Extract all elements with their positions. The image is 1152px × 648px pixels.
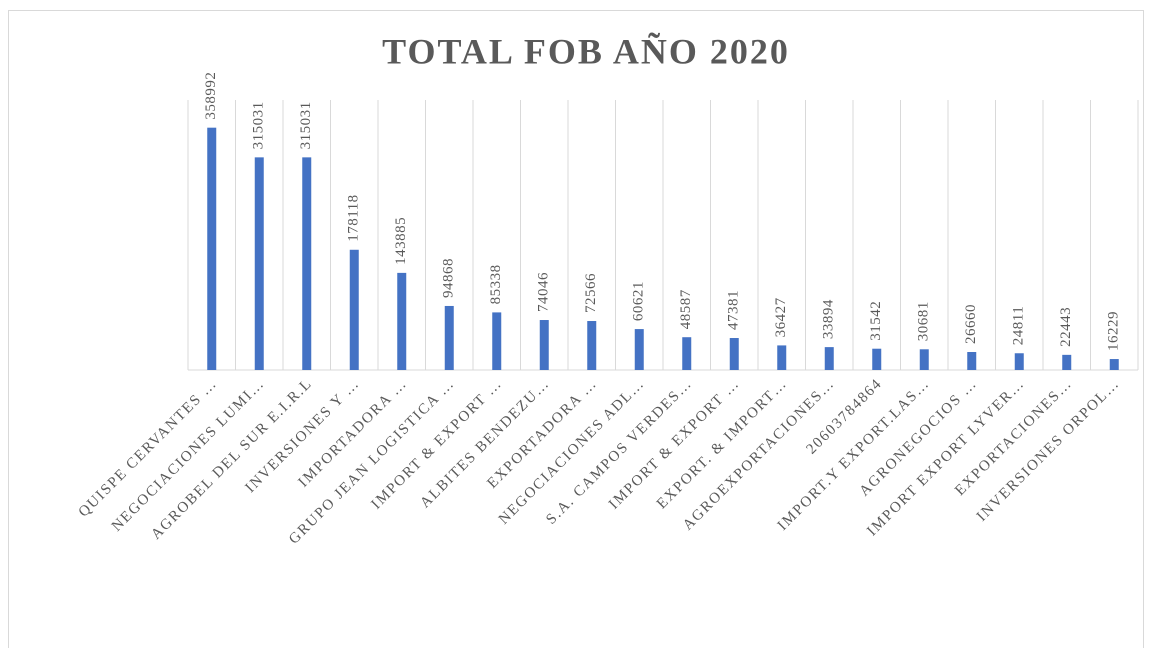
bar (207, 127, 217, 371)
bar (254, 157, 264, 370)
bar (729, 338, 739, 370)
bar (349, 249, 359, 370)
data-label: 30681 (916, 301, 932, 341)
bar (777, 345, 787, 370)
bar (302, 157, 312, 370)
bar (824, 347, 834, 370)
bar (1109, 359, 1119, 370)
bar (397, 272, 407, 370)
bar (919, 349, 929, 370)
bar (634, 329, 644, 370)
data-label: 22443 (1058, 307, 1074, 347)
data-label: 47381 (726, 290, 742, 330)
bar (682, 337, 692, 370)
bar (1062, 354, 1072, 370)
data-label: 94868 (441, 258, 457, 298)
data-label: 36427 (773, 297, 789, 337)
chart-title: TOTAL FOB AÑO 2020 (382, 31, 790, 71)
bar (444, 305, 454, 370)
data-label: 143885 (393, 217, 409, 265)
data-label: 315031 (251, 101, 267, 149)
data-label: 60621 (631, 281, 647, 321)
data-label: 315031 (298, 101, 314, 149)
bar (1014, 353, 1024, 370)
data-label: 74046 (536, 272, 552, 312)
data-label: 33894 (821, 299, 837, 339)
data-label: 358992 (203, 72, 219, 120)
chart-border (8, 10, 1144, 648)
data-label: 48587 (678, 289, 694, 329)
data-label: 178118 (346, 194, 362, 241)
bar (967, 352, 977, 370)
bar (539, 320, 549, 370)
bar (492, 312, 502, 370)
data-label: 16229 (1106, 311, 1122, 351)
data-label: 85338 (488, 264, 504, 304)
data-label: 72566 (583, 273, 599, 313)
bar (587, 321, 597, 370)
data-label: 24811 (1011, 306, 1027, 345)
data-label: 31542 (868, 301, 884, 341)
data-label: 26660 (963, 304, 979, 344)
bar (872, 348, 882, 370)
